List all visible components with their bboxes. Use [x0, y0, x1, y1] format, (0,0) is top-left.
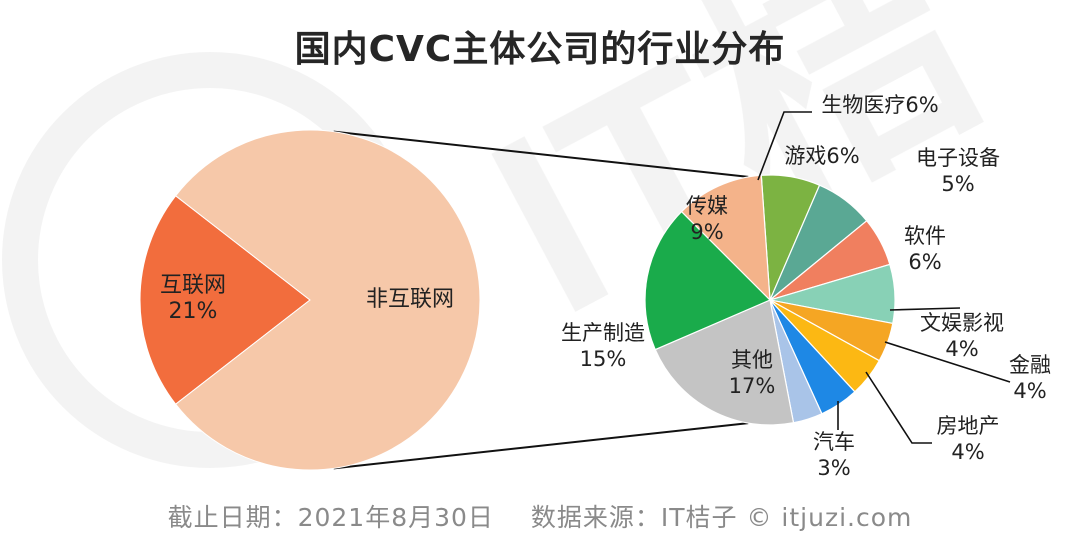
connector-top	[333, 130, 749, 178]
detail-label-9: 生产制造 15%	[561, 321, 645, 371]
main-slice-0	[139, 195, 311, 405]
footer-date: 截止日期：2021年8月30日	[167, 503, 494, 532]
chart-footer: 截止日期：2021年8月30日 数据来源：IT桔子 © itjuzi.com	[0, 498, 1080, 534]
slice-labels: 互联网 21% 非互联网 生物医疗6% 游戏6% 电子设备 5% 软件 6% 文娱影视 4%金融 4%…	[160, 93, 1051, 480]
leader-line-0	[757, 111, 812, 181]
chart-title: 国内CVC主体公司的行业分布	[294, 29, 786, 70]
leader-line-6	[865, 371, 932, 444]
detail-label-5: 金融 4%	[1009, 353, 1051, 403]
detail-label-2: 电子设备 5%	[916, 146, 1000, 196]
detail-label-4: 文娱影视 4%	[920, 311, 1004, 361]
leader-line-4	[889, 307, 961, 311]
detail-label-7: 汽车 3%	[813, 430, 855, 480]
main-label-0: 互联网 21%	[160, 273, 226, 324]
detail-pie	[644, 174, 896, 426]
main-label-1: 非互联网	[366, 287, 454, 312]
leader-lines	[757, 111, 1011, 444]
detail-label-6: 房地产 4%	[937, 414, 1000, 464]
detail-label-10: 传媒 9%	[686, 194, 728, 244]
detail-label-8: 其他 17%	[729, 348, 776, 398]
detail-slice-8	[654, 299, 795, 426]
detail-label-1: 游戏6%	[784, 144, 859, 168]
main-slice-1	[174, 129, 481, 471]
detail-label-0: 生物医疗6%	[821, 93, 938, 117]
footer-source: 数据来源：IT桔子 © itjuzi.com	[530, 503, 913, 532]
detail-slice-10	[680, 174, 771, 302]
connector-lines	[333, 130, 749, 470]
main-pie	[139, 129, 481, 471]
connector-bottom	[333, 422, 749, 470]
detail-slice-9	[644, 210, 772, 351]
detail-label-3: 软件 6%	[904, 224, 946, 274]
leader-line-5	[884, 341, 1011, 383]
